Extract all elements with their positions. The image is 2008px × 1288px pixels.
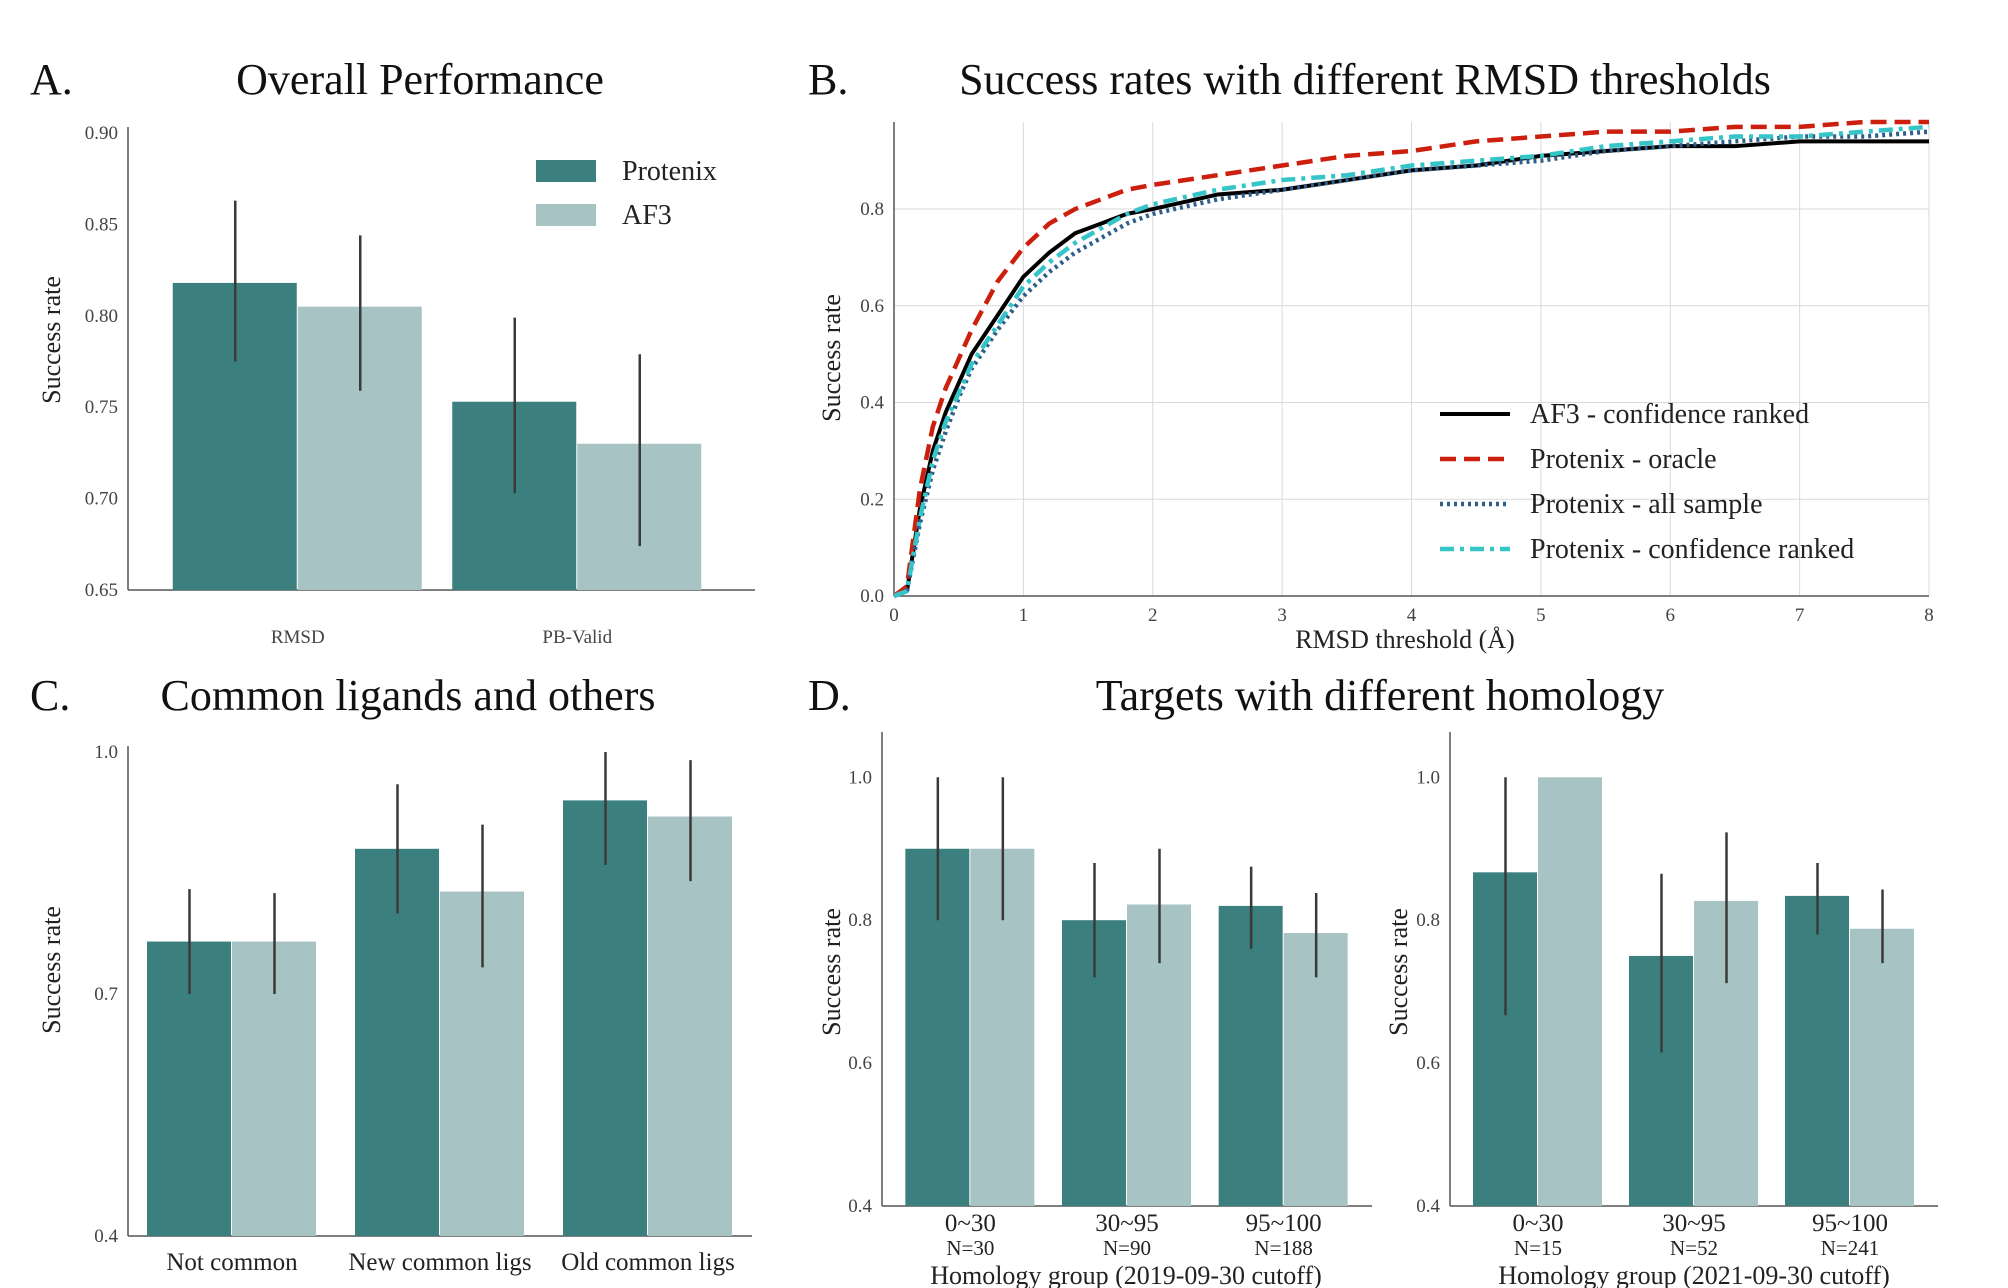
- x-tick-label: 0: [889, 605, 899, 626]
- x-category-label: New common ligs: [348, 1249, 531, 1276]
- y-tick-label: 0.75: [85, 397, 118, 418]
- panel-d1-x-axis-label: Homology group (2019-09-30 cutoff): [930, 1261, 1322, 1288]
- panel-d-title: Targets with different homology: [1096, 671, 1664, 720]
- x-category-label: RMSD: [271, 627, 325, 648]
- y-tick-label: 0.4: [848, 1196, 872, 1217]
- y-tick-label: 0.8: [860, 199, 884, 220]
- y-tick-label: 0.0: [860, 586, 884, 607]
- panel-c-title: Common ligands and others: [161, 671, 656, 720]
- legend-swatch-af3: [536, 204, 596, 226]
- y-tick-label: 0.6: [860, 296, 884, 317]
- x-tick-label: 7: [1795, 605, 1805, 626]
- panel-a-plot-area: 0.65 0.70 0.75 0.80 0.85 0.90 RMSD PB-Valid Prot…: [85, 123, 755, 648]
- panel-d2-y-axis-label: Success rate: [1384, 908, 1413, 1036]
- x-count-label: N=188: [1254, 1236, 1313, 1260]
- bar-protenix-3: [1785, 895, 1849, 1206]
- legend-label-4: Protenix - confidence ranked: [1530, 534, 1854, 565]
- x-category-label: 95~100: [1246, 1210, 1322, 1237]
- x-tick-label: 2: [1148, 605, 1158, 626]
- panel-b-rmsd-thresholds: B. Success rates with different RMSD thr…: [808, 55, 1934, 654]
- panel-d-homology: D. Targets with different homology Succe…: [808, 671, 1938, 1288]
- panel-b-title: Success rates with different RMSD thresh…: [959, 55, 1771, 104]
- line-protenix-oracle: [892, 119, 1929, 598]
- x-tick-label: 4: [1407, 605, 1417, 626]
- x-tick-label: 5: [1536, 605, 1546, 626]
- y-tick-label: 0.4: [94, 1226, 118, 1247]
- line-protenix-all-sample: [893, 129, 1930, 599]
- x-tick-label: 8: [1924, 605, 1934, 626]
- legend-label-2: Protenix - oracle: [1530, 444, 1717, 475]
- panel-letter-c: C.: [30, 671, 70, 720]
- bar-af3-3: [1283, 933, 1348, 1206]
- y-tick-label: 0.65: [85, 580, 118, 601]
- x-tick-label: 3: [1277, 605, 1287, 626]
- panel-b-plot-area: 0 1 2 3 4 5 6 7 8 0.0 0.2 0.4 0.6 0.8 AF3 - confidence…: [860, 119, 1934, 626]
- x-tick-label: 1: [1019, 605, 1029, 626]
- panel-letter-d: D.: [808, 671, 851, 720]
- legend-label-1: AF3 - confidence ranked: [1530, 399, 1809, 430]
- legend-label-3: Protenix - all sample: [1530, 489, 1763, 520]
- y-tick-label: 0.8: [1416, 910, 1440, 931]
- x-category-label: Not common: [166, 1249, 298, 1276]
- panel-b-x-axis-label: RMSD threshold (Å): [1295, 625, 1515, 654]
- x-count-label: N=241: [1821, 1236, 1880, 1260]
- x-category-label: Old common ligs: [561, 1249, 735, 1276]
- panel-d1-y-axis-label: Success rate: [817, 908, 846, 1036]
- y-tick-label: 1.0: [848, 767, 872, 788]
- x-category-label: 0~30: [945, 1210, 996, 1237]
- x-category-label: 95~100: [1812, 1210, 1888, 1237]
- y-tick-label: 0.85: [85, 214, 118, 235]
- panel-letter-a: A.: [30, 55, 73, 104]
- line-protenix-confidence-ranked: [893, 124, 1930, 599]
- y-tick-label: 0.70: [85, 489, 118, 510]
- x-category-label: 30~95: [1095, 1210, 1159, 1237]
- bar-af3-3: [648, 816, 732, 1236]
- y-tick-label: 0.4: [860, 393, 884, 414]
- panel-a-overall-performance: A. Overall Performance Success rate 0.65…: [30, 55, 755, 648]
- x-count-label: N=90: [1103, 1236, 1151, 1260]
- bar-af3-3: [1850, 928, 1914, 1206]
- panel-d2-x-axis-label: Homology group (2021-09-30 cutoff): [1498, 1261, 1890, 1288]
- y-tick-label: 0.6: [1416, 1053, 1440, 1074]
- bar-protenix-3: [563, 800, 647, 1236]
- panel-c-plot-area: 0.4 0.7 1.0 Not common New common ligs Old co…: [94, 742, 752, 1276]
- x-tick-label: 6: [1666, 605, 1676, 626]
- x-count-label: N=15: [1514, 1236, 1562, 1260]
- y-tick-label: 0.8: [848, 910, 872, 931]
- legend-label-af3: AF3: [622, 200, 672, 231]
- x-count-label: N=52: [1670, 1236, 1718, 1260]
- legend-swatch-protenix: [536, 160, 596, 182]
- x-count-label: N=30: [946, 1236, 994, 1260]
- panel-a-title: Overall Performance: [236, 55, 604, 104]
- x-category-label: 0~30: [1512, 1210, 1563, 1237]
- y-tick-label: 1.0: [94, 742, 118, 763]
- bar-protenix-3: [1218, 905, 1283, 1206]
- y-tick-label: 0.4: [1416, 1196, 1440, 1217]
- y-tick-label: 0.2: [860, 489, 884, 510]
- y-tick-label: 0.80: [85, 306, 118, 327]
- y-tick-label: 0.90: [85, 123, 118, 144]
- y-tick-label: 0.7: [94, 984, 118, 1005]
- y-tick-label: 1.0: [1416, 767, 1440, 788]
- bar-af3-1: [1538, 777, 1602, 1206]
- panel-c-common-ligands: C. Common ligands and others Success rat…: [30, 671, 752, 1276]
- panel-b-y-axis-label: Success rate: [817, 294, 846, 422]
- panel-c-y-axis-label: Success rate: [37, 906, 66, 1034]
- x-category-label: 30~95: [1662, 1210, 1726, 1237]
- panel-letter-b: B.: [808, 55, 848, 104]
- panel-a-y-axis-label: Success rate: [37, 276, 66, 404]
- legend-label-protenix: Protenix: [622, 156, 717, 187]
- x-category-label: PB-Valid: [542, 627, 612, 648]
- y-tick-label: 0.6: [848, 1053, 872, 1074]
